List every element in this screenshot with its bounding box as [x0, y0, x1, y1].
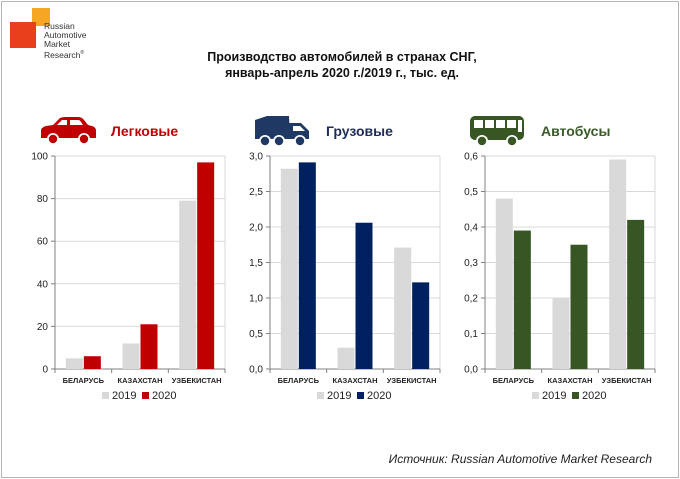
legend-swatch-2019	[317, 392, 324, 399]
bar-2019-3	[394, 247, 412, 369]
title-line-2: январь-апрель 2020 г./2019 г., тыс. ед.	[225, 66, 459, 80]
logo-line-3: Market	[44, 39, 70, 49]
bar-2019-2	[337, 347, 355, 369]
y-tick-label: 2,0	[249, 223, 263, 234]
logo-red-square	[10, 22, 36, 48]
car-icon	[41, 117, 96, 145]
bar-2020-2	[140, 324, 158, 369]
bar-2019-2	[552, 298, 570, 369]
y-tick-label: 0	[42, 365, 48, 376]
bar-2020-2	[355, 222, 373, 369]
panel-trucks: Грузовые 0,0 0,5 1,0 1,5 2,0 2,5 3,0 БЕЛАРУСЬ КА…	[231, 114, 456, 414]
legend-swatch-2019	[102, 392, 109, 399]
y-tick-label: 0,6	[464, 152, 478, 163]
y-tick-label: 0,4	[464, 223, 478, 234]
legend-swatch-2020	[572, 392, 579, 399]
y-tick-label: 2,5	[249, 187, 263, 198]
y-tick-label: 0,0	[464, 365, 478, 376]
y-tick-label: 60	[37, 237, 49, 248]
chart-passenger-cars: 0 20 40 60 80 100 БЕЛАРУСЬ КАЗАХСТАН УЗБЕКИСТАН 2…	[31, 152, 226, 402]
bar-2020-2	[570, 244, 588, 369]
bar-2020-1	[298, 162, 316, 369]
legend-label: 2020	[582, 390, 606, 402]
logo-wordmark: Russian Automotive Market Research®	[44, 22, 104, 60]
x-category-label: УЗБЕКИСТАН	[387, 376, 437, 385]
y-tick-label: 20	[37, 322, 49, 333]
x-category-label: УЗБЕКИСТАН	[172, 376, 222, 385]
y-tick-label: 0,1	[464, 329, 478, 340]
panel-buses: Автобусы 0,0 0,1 0,2 0,3 0,4 0,5 0,6 БЕЛАРУСЬ КА…	[446, 114, 671, 414]
chart-title: Производство автомобилей в странах СНГ, …	[142, 49, 542, 81]
x-category-label: КАЗАХСТАН	[548, 376, 593, 385]
legend-label: 2019	[542, 390, 566, 402]
logo-line-1: Russian	[44, 21, 75, 31]
category-title-passenger: Легковые	[111, 123, 179, 139]
chart-trucks: 0,0 0,5 1,0 1,5 2,0 2,5 3,0 БЕЛАРУСЬ КАЗАХСТАН УЗ…	[249, 152, 441, 402]
x-category-label: КАЗАХСТАН	[333, 376, 378, 385]
bar-2019-2	[122, 343, 140, 369]
y-tick-label: 3,0	[249, 152, 263, 163]
bus-icon	[470, 116, 524, 147]
category-title-buses: Автобусы	[541, 123, 611, 139]
y-tick-label: 0,3	[464, 258, 478, 269]
legend-label: 2020	[367, 390, 391, 402]
bar-2020-1	[513, 230, 531, 369]
legend-swatch-2020	[357, 392, 364, 399]
legend-label: 2019	[327, 390, 351, 402]
logo-line-4: Research®	[44, 49, 85, 60]
x-category-label: БЕЛАРУСЬ	[493, 376, 535, 385]
logo-orange-square	[32, 8, 50, 26]
logo-small-text: НАМИ	[14, 16, 29, 22]
x-category-label: БЕЛАРУСЬ	[278, 376, 320, 385]
y-tick-label: 0,5	[464, 187, 478, 198]
title-line-1: Производство автомобилей в странах СНГ,	[207, 50, 477, 64]
legend-swatch-2019	[532, 392, 539, 399]
x-category-label: УЗБЕКИСТАН	[602, 376, 652, 385]
chart-buses: 0,0 0,1 0,2 0,3 0,4 0,5 0,6 БЕЛАРУСЬ КАЗАХСТАН УЗ…	[464, 152, 656, 402]
x-category-label: КАЗАХСТАН	[118, 376, 163, 385]
bar-2019-1	[495, 198, 513, 369]
y-tick-label: 0,5	[249, 329, 263, 340]
legend-swatch-2020	[142, 392, 149, 399]
y-tick-label: 100	[31, 152, 48, 163]
y-tick-label: 1,0	[249, 294, 263, 305]
legend-label: 2019	[112, 390, 136, 402]
y-tick-label: 40	[37, 279, 49, 290]
x-category-label: БЕЛАРУСЬ	[63, 376, 105, 385]
source-note: Источник: Russian Automotive Market Rese…	[388, 452, 652, 466]
bar-2019-1	[65, 358, 83, 369]
company-logo: НАМИ Russian Automotive Market Research®	[10, 8, 100, 64]
bar-2020-3	[412, 282, 430, 369]
logo-line-2: Automotive	[44, 30, 87, 40]
bar-2020-3	[627, 219, 645, 369]
bar-2019-3	[609, 159, 627, 369]
bar-2019-1	[280, 168, 298, 369]
category-title-trucks: Грузовые	[326, 123, 393, 139]
truck-icon	[255, 116, 309, 147]
bar-2020-1	[83, 356, 101, 369]
y-tick-label: 0,0	[249, 365, 263, 376]
y-tick-label: 0,2	[464, 294, 478, 305]
bar-2019-3	[179, 200, 197, 369]
panel-passenger-cars: Легковые 0 20 40 60 80 100 БЕЛАРУСЬ КАЗАХСТАН УЗ…	[16, 114, 241, 414]
y-tick-label: 1,5	[249, 258, 263, 269]
legend-label: 2020	[152, 390, 176, 402]
y-tick-label: 80	[37, 194, 49, 205]
bar-2020-3	[197, 162, 215, 369]
